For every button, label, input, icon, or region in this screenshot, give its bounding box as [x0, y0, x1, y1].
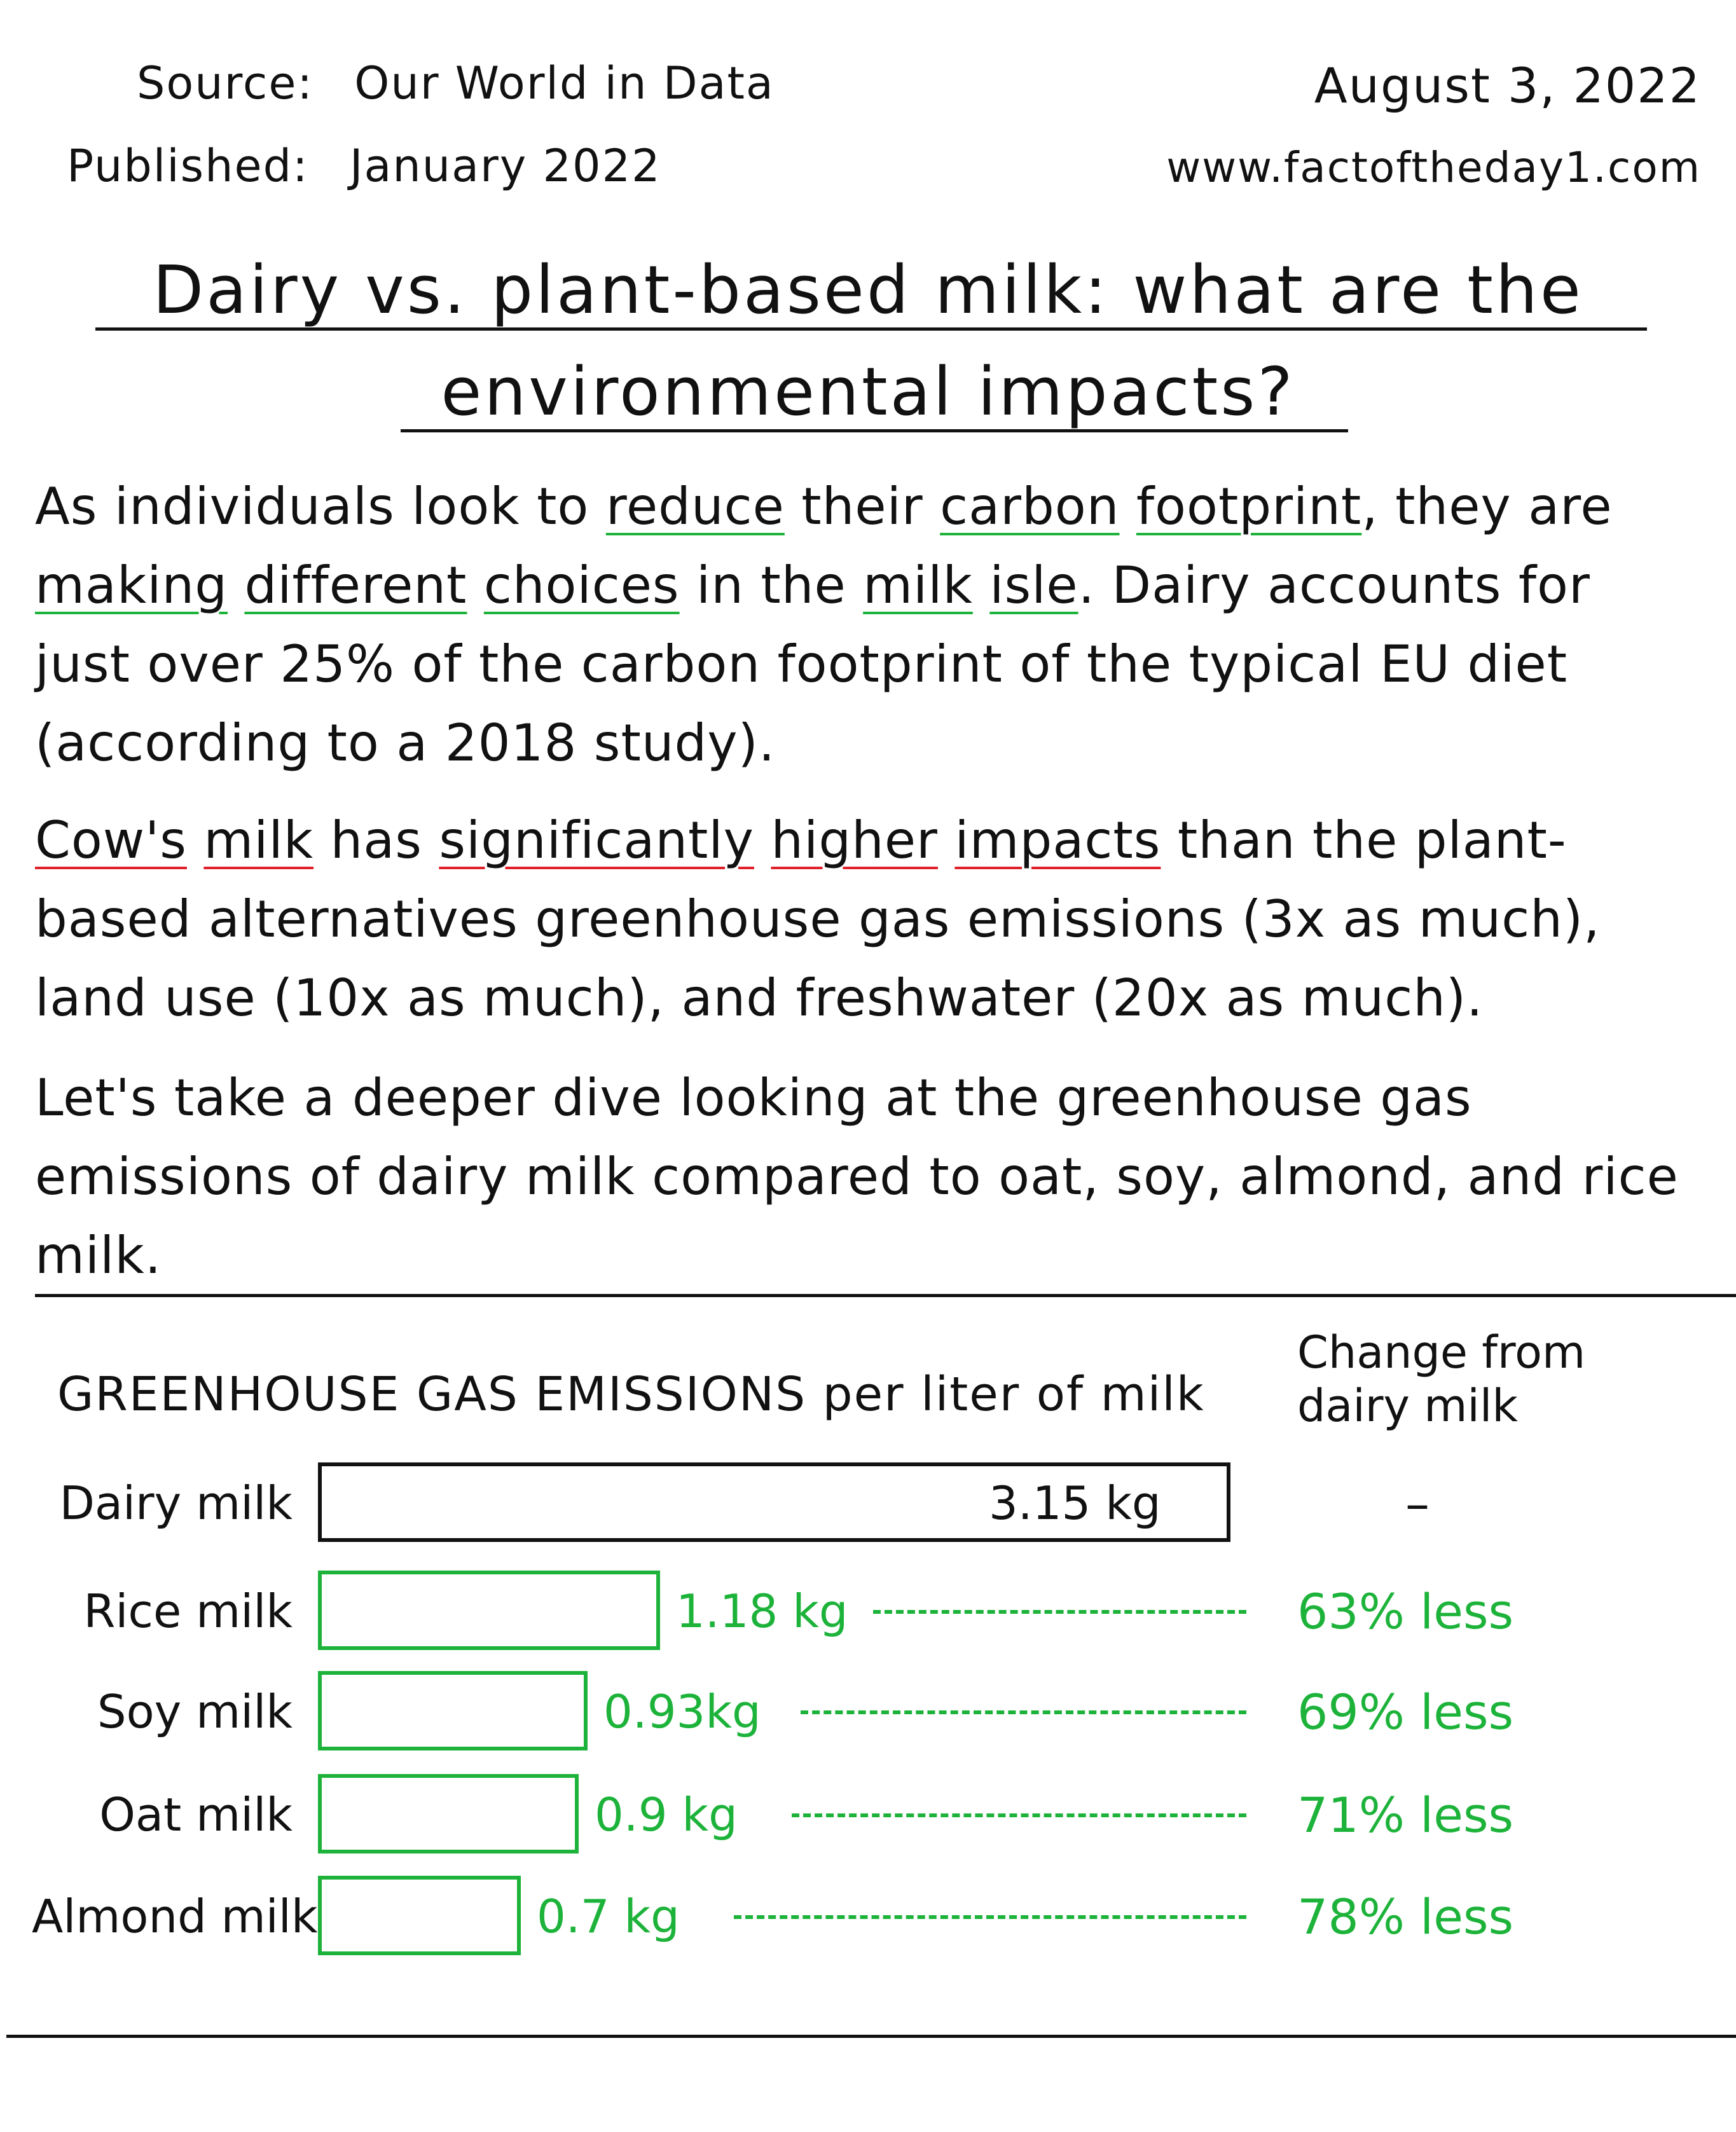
bar	[318, 1671, 588, 1750]
dashed-connector	[801, 1710, 1246, 1714]
change-label: –	[1405, 1475, 1429, 1532]
underlined-word: different	[244, 556, 467, 615]
bar	[318, 1571, 660, 1650]
value-label: 0.9 kg	[595, 1788, 738, 1841]
date: August 3, 2022	[1314, 57, 1701, 114]
published-value: January 2022	[349, 140, 661, 192]
source-line: Source: Our World in Data	[137, 57, 775, 109]
dashed-connector	[873, 1610, 1246, 1614]
category-label: Dairy milk	[59, 1476, 293, 1530]
change-label: 63% less	[1297, 1583, 1514, 1640]
section-divider	[35, 1294, 1736, 1297]
impacts-paragraph: Cow's milk has significantly higher impa…	[35, 811, 1601, 1028]
underlined-word: impacts	[954, 811, 1161, 870]
change-label: 78% less	[1297, 1888, 1514, 1945]
value-label: 1.18 kg	[676, 1585, 848, 1638]
underlined-word: footprint	[1136, 477, 1362, 536]
value-label: 0.7 kg	[537, 1890, 680, 1943]
category-label: Oat milk	[99, 1788, 293, 1841]
underlined-word: carbon	[940, 477, 1120, 536]
value-label: 3.15 kg	[989, 1476, 1161, 1530]
underlined-word: milk	[203, 811, 314, 870]
source-label: Source:	[137, 57, 314, 109]
change-label: 71% less	[1297, 1787, 1514, 1843]
underlined-word: higher	[771, 811, 938, 870]
change-label: 69% less	[1297, 1684, 1514, 1740]
value-label: 0.93kg	[603, 1685, 761, 1738]
published-line: Published: January 2022	[67, 140, 661, 192]
category-label: Soy milk	[97, 1685, 293, 1738]
underlined-word: choices	[483, 556, 680, 615]
underlined-word: significantly	[439, 811, 754, 870]
underlined-word: milk	[863, 556, 973, 615]
dashed-connector	[792, 1813, 1246, 1817]
intro-paragraph: As individuals look to reduce their carb…	[35, 477, 1613, 773]
underlined-word: isle	[989, 556, 1078, 615]
category-label: Rice milk	[83, 1585, 293, 1638]
deeper-dive-paragraph: Let's take a deeper dive looking at the …	[35, 1068, 1679, 1285]
source-value: Our World in Data	[354, 57, 775, 109]
underlined-word: Cow's	[35, 811, 187, 870]
page-title-line2: environmental impacts?	[441, 353, 1295, 430]
underlined-word: making	[35, 556, 228, 615]
bar	[318, 1774, 579, 1853]
chart-title: GREENHOUSE GAS EMISSIONS per liter of mi…	[57, 1367, 1205, 1422]
underlined-word: reduce	[605, 477, 785, 536]
published-label: Published:	[67, 140, 309, 192]
bottom-divider	[6, 2035, 1736, 2038]
website-link[interactable]: www.factoftheday1.com	[1166, 143, 1701, 192]
title-underline-1	[95, 327, 1647, 331]
category-label: Almond milk	[32, 1890, 318, 1943]
dashed-connector	[734, 1915, 1246, 1919]
title-underline-2	[401, 429, 1348, 432]
bar	[318, 1876, 521, 1955]
change-column-header: Change from dairy milk	[1297, 1326, 1586, 1432]
bar	[318, 1462, 1230, 1542]
page-title-line1: Dairy vs. plant-based milk: what are the	[153, 251, 1583, 329]
